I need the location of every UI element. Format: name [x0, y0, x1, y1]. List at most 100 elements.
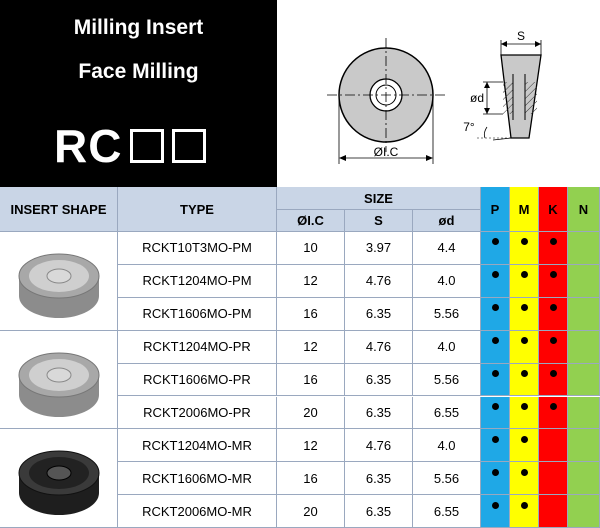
table-row-type: RCKT1204MO-PM [118, 264, 277, 298]
title-line1: Milling Insert [73, 16, 204, 39]
table-row-type: RCKT10T3MO-PM [118, 232, 277, 265]
table-row-d: 6.55 [413, 396, 481, 430]
table-row-ic: 16 [277, 462, 345, 496]
compatibility-dot-icon [491, 501, 499, 509]
table-row-s: 3.97 [345, 232, 413, 265]
table-row-type: RCKT2006MO-PR [118, 396, 277, 430]
rckt-pr-insert-image [18, 352, 99, 417]
front-view: ØI.C [327, 38, 445, 164]
material-m-cell [510, 396, 539, 430]
material-p-cell [481, 330, 510, 364]
compatibility-dot-icon [520, 304, 528, 312]
table-row-s: 4.76 [345, 429, 413, 463]
material-p-cell [481, 363, 510, 397]
material-m-cell [510, 462, 539, 496]
table-row-s: 6.35 [345, 297, 413, 331]
material-k-cell [539, 396, 568, 430]
compatibility-dot-icon [491, 304, 499, 312]
material-p-cell [481, 495, 510, 528]
material-m-cell [510, 429, 539, 463]
table-row-ic: 10 [277, 232, 345, 265]
material-p-cell [481, 232, 510, 265]
table-row-ic: 20 [277, 396, 345, 430]
material-n-cell [568, 495, 600, 528]
insert-code-text: RC [54, 120, 123, 172]
material-n-cell [568, 264, 600, 298]
material-m-cell [510, 232, 539, 265]
compatibility-dot-icon [520, 238, 528, 246]
material-m-cell [510, 330, 539, 364]
compatibility-dot-icon [491, 337, 499, 345]
table-row-s: 6.35 [345, 396, 413, 430]
table-row-ic: 16 [277, 297, 345, 331]
header-m: M [510, 187, 539, 232]
compatibility-dot-icon [520, 337, 528, 345]
clearance-angle-label: 7° [463, 120, 475, 134]
material-k-cell [539, 495, 568, 528]
table-row-s: 4.76 [345, 330, 413, 364]
material-k-cell [539, 297, 568, 331]
compatibility-dot-icon [549, 238, 557, 246]
table-row-d: 4.0 [413, 429, 481, 463]
material-n-cell [568, 396, 600, 430]
table-row-ic: 16 [277, 363, 345, 397]
table-row-d: 4.0 [413, 264, 481, 298]
table-row-ic: 12 [277, 264, 345, 298]
placeholder-square-icon [130, 129, 165, 163]
material-k-cell [539, 264, 568, 298]
material-n-cell [568, 429, 600, 463]
material-n-cell [568, 330, 600, 364]
compatibility-dot-icon [491, 402, 499, 410]
material-m-cell [510, 264, 539, 298]
compatibility-dot-icon [491, 435, 499, 443]
material-n-cell [568, 297, 600, 331]
material-n-cell [568, 363, 600, 397]
header-size: SIZE [277, 187, 481, 210]
table-row-type: RCKT1606MO-PM [118, 297, 277, 331]
placeholder-square-icon [172, 129, 207, 163]
table-row-s: 4.76 [345, 264, 413, 298]
rckt-mr-insert-image [18, 450, 99, 516]
material-p-cell [481, 264, 510, 298]
table-row-d: 4.0 [413, 330, 481, 364]
compatibility-dot-icon [549, 271, 557, 279]
header-s: S [345, 210, 413, 232]
table-row-type: RCKT2006MO-MR [118, 495, 277, 528]
compatibility-dot-icon [491, 238, 499, 246]
ic-diameter-label: ØI.C [374, 145, 399, 159]
compatibility-dot-icon [491, 370, 499, 378]
compatibility-dot-icon [491, 271, 499, 279]
compatibility-dot-icon [491, 468, 499, 476]
table-row-d: 4.4 [413, 232, 481, 265]
material-k-cell [539, 462, 568, 496]
header-d: ød [413, 210, 481, 232]
compatibility-dot-icon [549, 402, 557, 410]
rckt-pm-insert-image [18, 253, 99, 318]
material-n-cell [568, 462, 600, 496]
material-k-cell [539, 330, 568, 364]
thickness-label: S [517, 29, 525, 43]
material-p-cell [481, 462, 510, 496]
table-row-ic: 12 [277, 330, 345, 364]
material-k-cell [539, 429, 568, 463]
header-p: P [481, 187, 510, 232]
table-row-d: 5.56 [413, 462, 481, 496]
material-m-cell [510, 297, 539, 331]
compatibility-dot-icon [520, 370, 528, 378]
material-k-cell [539, 363, 568, 397]
material-p-cell [481, 429, 510, 463]
table-row-type: RCKT1606MO-MR [118, 462, 277, 496]
insert-drawing-svg: ØI.C S ød [327, 29, 542, 164]
compatibility-dot-icon [520, 402, 528, 410]
insert-shape-cell [0, 330, 118, 430]
compatibility-dot-icon [520, 468, 528, 476]
compatibility-dot-icon [520, 501, 528, 509]
technical-drawing: ØI.C S ød [277, 0, 600, 187]
table-row-type: RCKT1204MO-MR [118, 429, 277, 463]
compatibility-dot-icon [549, 304, 557, 312]
header-type: TYPE [118, 187, 277, 232]
table-row-d: 5.56 [413, 363, 481, 397]
insert-code: RC [54, 116, 207, 176]
material-p-cell [481, 396, 510, 430]
